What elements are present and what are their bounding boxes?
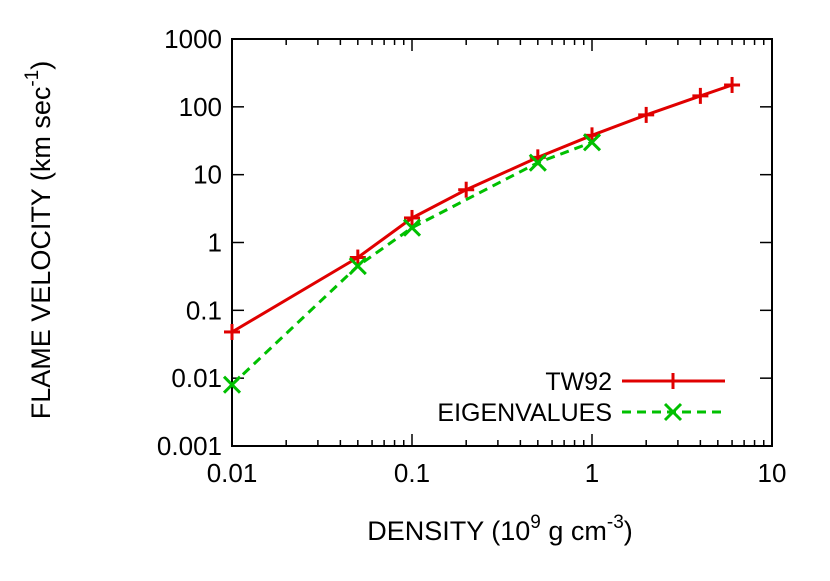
data-point <box>582 133 602 152</box>
data-point <box>663 402 683 422</box>
x-tick-label: 10 <box>758 458 787 488</box>
data-point <box>528 153 547 172</box>
legend-label: EIGENVALUES <box>437 399 612 427</box>
legend-label: TW92 <box>545 368 612 396</box>
y-axis-label: FLAME VELOCITY (km sec-1) <box>22 61 56 419</box>
x-tick-label: 1 <box>585 458 599 488</box>
series <box>222 76 741 394</box>
y-tick-label: 0.1 <box>186 295 222 325</box>
y-tick-label: 1 <box>208 228 222 258</box>
data-point <box>348 256 367 276</box>
x-axis-label: DENSITY (109 g cm-3) <box>367 512 633 546</box>
y-tick-label: 0.01 <box>171 363 222 393</box>
data-point <box>349 249 366 266</box>
legend: TW92 EIGENVALUES <box>437 368 725 427</box>
series-line-tw92 <box>231 83 733 334</box>
data-point <box>222 375 242 394</box>
data-point <box>724 76 741 93</box>
y-tick-label: 100 <box>179 92 222 122</box>
data-point <box>458 181 475 198</box>
y-tick-label: 1000 <box>164 24 222 54</box>
y-tick-label: 0.001 <box>157 431 222 461</box>
data-point <box>638 106 655 123</box>
data-point <box>692 87 709 104</box>
x-tick-label: 0.01 <box>207 458 258 488</box>
data-point <box>404 209 420 226</box>
data-point <box>402 218 422 237</box>
data-point <box>665 373 681 389</box>
x-tick-label: 0.1 <box>394 458 430 488</box>
data-point <box>224 323 240 340</box>
y-tick-label: 10 <box>193 160 222 190</box>
series-line-eigenvalues <box>230 140 593 386</box>
